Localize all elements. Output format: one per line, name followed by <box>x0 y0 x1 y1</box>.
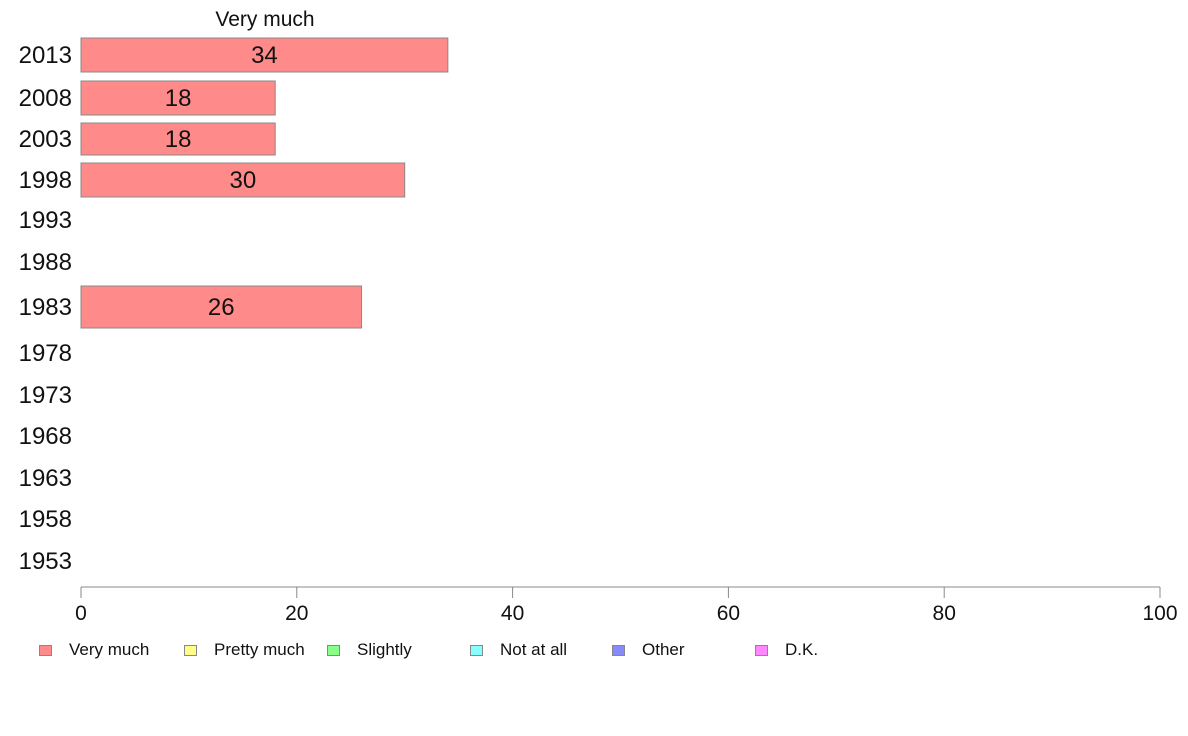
legend-item-very-much: Very much <box>39 638 149 662</box>
data-label-1983: 26 <box>208 294 235 321</box>
bar-1998 <box>80 162 406 198</box>
legend-label: Very much <box>69 640 150 659</box>
data-label-1998: 30 <box>229 167 256 194</box>
legend-swatch <box>612 644 625 656</box>
x-tick-label-0: 0 <box>75 602 87 625</box>
bar-2008 <box>80 80 276 116</box>
x-tick-label-40: 40 <box>501 602 524 625</box>
bar-2003 <box>80 122 276 156</box>
data-label-2008: 18 <box>165 85 192 112</box>
legend-item-d-k: D.K. <box>755 638 818 662</box>
legend-label: Not at all <box>500 640 568 659</box>
category-label-1953: 1953 <box>19 548 72 575</box>
category-label-1993: 1993 <box>19 207 72 234</box>
category-label-1988: 1988 <box>19 249 72 276</box>
legend-swatch <box>755 644 768 656</box>
legend-label: Pretty much <box>214 640 305 659</box>
category-label-2008: 2008 <box>19 85 72 112</box>
legend-label: D.K. <box>785 640 819 659</box>
x-tick-label-100: 100 <box>1142 602 1177 625</box>
legend-swatch <box>327 644 340 656</box>
category-label-1958: 1958 <box>19 506 72 533</box>
category-label-2003: 2003 <box>19 126 72 153</box>
x-tick-label-60: 60 <box>717 602 740 625</box>
x-tick-label-20: 20 <box>285 602 308 625</box>
category-label-1998: 1998 <box>19 167 72 194</box>
category-label-1968: 1968 <box>19 423 72 450</box>
bar-chart: Very much 2013 2008 2003 1998 1993 1988 1983 197… <box>19 8 1178 625</box>
legend-item-other: Other <box>612 638 685 662</box>
category-label-1978: 1978 <box>19 340 72 367</box>
legend-label: Slightly <box>357 640 412 659</box>
data-label-2013: 34 <box>251 42 278 69</box>
legend-swatch <box>470 644 483 656</box>
legend-item-pretty-much: Pretty much <box>184 638 305 662</box>
bar-2013 <box>80 37 449 73</box>
legend: Very much Pretty much Slightly Not at all Ot… <box>0 638 1188 662</box>
category-label-1983: 1983 <box>19 294 72 321</box>
category-label-1973: 1973 <box>19 382 72 409</box>
legend-swatch <box>39 644 52 656</box>
legend-swatch <box>184 644 197 656</box>
bar-1983 <box>80 285 363 329</box>
legend-item-slightly: Slightly <box>327 638 412 662</box>
series-header: Very much <box>215 8 314 31</box>
category-label-2013: 2013 <box>19 42 72 69</box>
category-label-1963: 1963 <box>19 465 72 492</box>
legend-label: Other <box>642 640 685 659</box>
legend-item-not-at-all: Not at all <box>470 638 567 662</box>
x-tick-label-80: 80 <box>933 602 956 625</box>
data-label-2003: 18 <box>165 126 192 153</box>
